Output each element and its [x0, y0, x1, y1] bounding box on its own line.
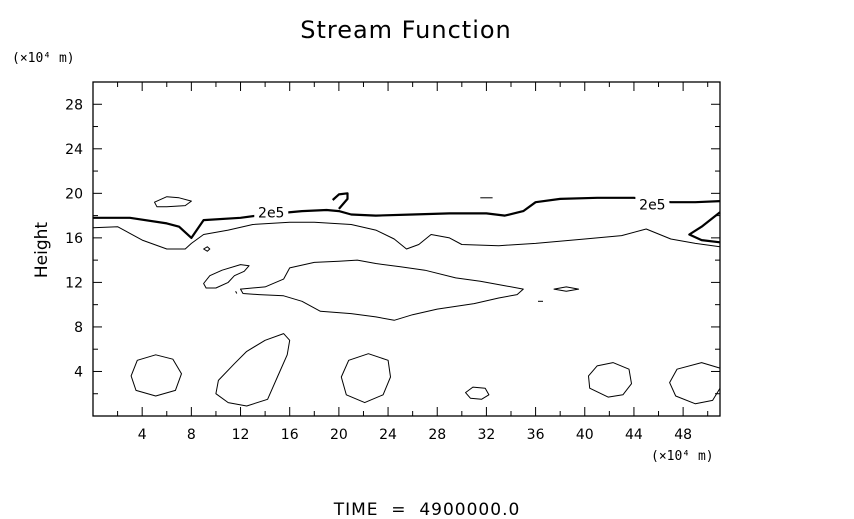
contour-line	[553, 286, 580, 292]
y-tick-label: 16	[65, 231, 83, 247]
x-tick-label: 24	[379, 427, 397, 443]
contour-line	[465, 386, 490, 400]
y-tick-label: 4	[74, 364, 83, 380]
contour-label-mask	[254, 203, 289, 221]
contour-line	[215, 333, 291, 407]
x-tick-label: 4	[138, 427, 147, 443]
y-tick-label: 28	[65, 97, 83, 113]
contour-line	[92, 221, 721, 250]
contour-line-2e5	[331, 192, 349, 210]
y-tick-label: 12	[65, 275, 83, 291]
x-tick-label: 16	[281, 427, 299, 443]
contour-line	[240, 259, 524, 321]
x-tick-label: 12	[232, 427, 250, 443]
contour-line-2e5	[688, 211, 721, 244]
contour-line	[154, 196, 192, 208]
x-tick-label: 32	[477, 427, 495, 443]
time-footer: TIME = 4900000.0	[333, 500, 521, 519]
contour-line	[588, 362, 632, 398]
contour-label: 2e5	[258, 205, 284, 221]
x-tick-label: 28	[428, 427, 446, 443]
x-tick-label: 44	[625, 427, 643, 443]
contour-line	[235, 291, 238, 294]
contour-labels: 2e5 2e5	[254, 195, 670, 221]
contour-line	[203, 246, 211, 252]
contour-label-mask	[635, 195, 670, 213]
y-tick-label: 8	[74, 320, 83, 336]
x-tick-label: 40	[576, 427, 594, 443]
contour-label: 2e5	[639, 197, 665, 213]
contour-line-2e5	[93, 196, 721, 239]
contour-line	[340, 353, 391, 404]
y-axis-title: Height	[32, 222, 52, 279]
chart-title: Stream Function	[300, 16, 512, 44]
x-tick-label: 20	[330, 427, 348, 443]
contour-line	[669, 362, 721, 405]
x-unit-label: (×10⁴ m)	[651, 449, 714, 464]
contour-line	[130, 354, 182, 397]
y-unit-label: (×10⁴ m)	[12, 51, 75, 66]
x-tick-label: 36	[527, 427, 545, 443]
plot-frame	[92, 81, 721, 417]
contour-line	[203, 264, 250, 289]
contour-lines	[92, 192, 721, 407]
y-tick-label: 20	[65, 186, 83, 202]
y-tick-label: 24	[65, 142, 83, 158]
x-tick-label: 48	[674, 427, 692, 443]
x-tick-label: 8	[187, 427, 196, 443]
